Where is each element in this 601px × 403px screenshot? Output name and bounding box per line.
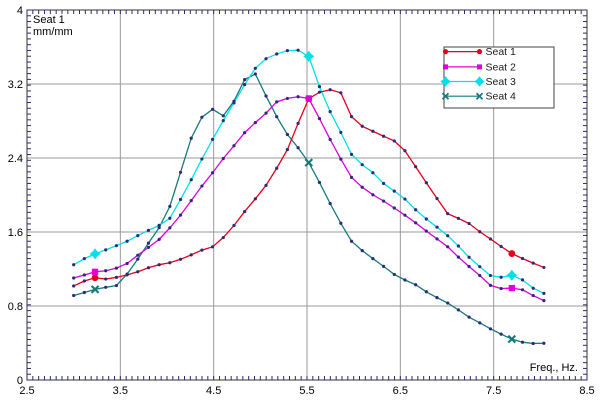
svg-text:Freq., Hz.: Freq., Hz. bbox=[530, 362, 578, 374]
svg-text:Seat 4: Seat 4 bbox=[486, 91, 517, 103]
svg-text:Seat 2: Seat 2 bbox=[486, 61, 517, 73]
svg-text:Seat 1: Seat 1 bbox=[33, 14, 65, 26]
svg-text:Seat 3: Seat 3 bbox=[486, 76, 517, 88]
svg-text:2.4: 2.4 bbox=[8, 153, 23, 165]
svg-text:2.5: 2.5 bbox=[19, 385, 34, 397]
svg-text:mm/mm: mm/mm bbox=[33, 26, 73, 38]
svg-text:3.2: 3.2 bbox=[8, 79, 23, 91]
svg-text:0.8: 0.8 bbox=[8, 301, 23, 313]
svg-text:4.5: 4.5 bbox=[206, 385, 221, 397]
svg-text:8.5: 8.5 bbox=[579, 385, 594, 397]
svg-text:1.6: 1.6 bbox=[8, 227, 23, 239]
svg-text:4: 4 bbox=[17, 5, 23, 17]
svg-text:6.5: 6.5 bbox=[393, 385, 408, 397]
svg-text:3.5: 3.5 bbox=[113, 385, 128, 397]
svg-text:Seat 1: Seat 1 bbox=[486, 46, 517, 58]
svg-text:5.5: 5.5 bbox=[299, 385, 314, 397]
svg-text:7.5: 7.5 bbox=[486, 385, 501, 397]
